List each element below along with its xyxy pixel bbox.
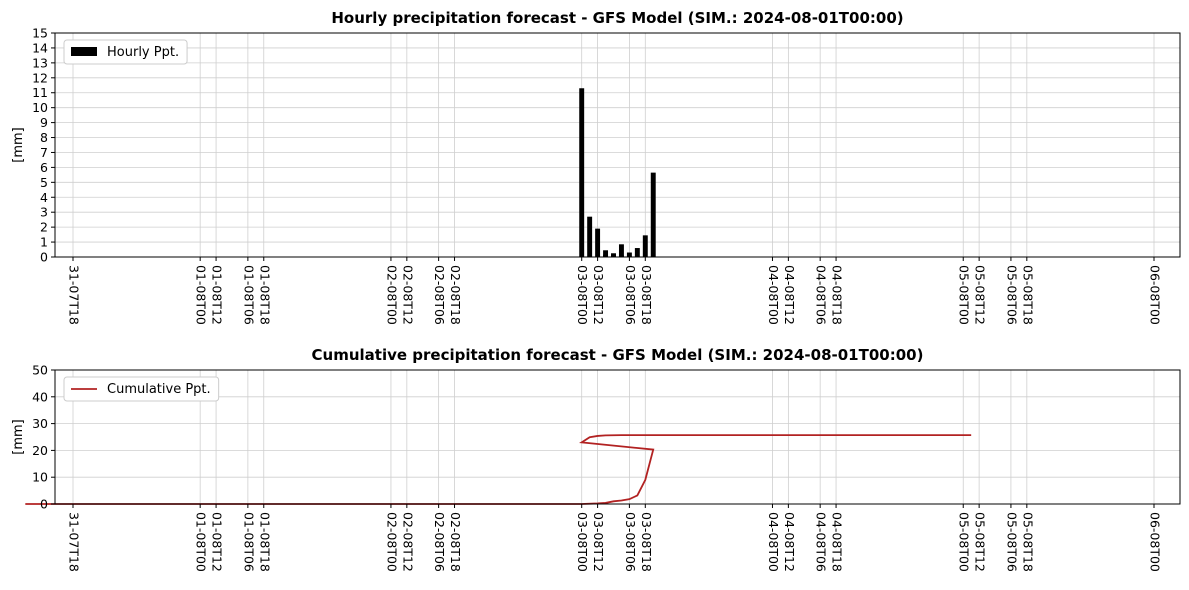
y-tick-label: 50 <box>32 363 48 378</box>
legend-swatch <box>71 47 97 56</box>
chart-title: Cumulative precipitation forecast - GFS … <box>312 346 924 364</box>
x-tick-label: 02-08T18 <box>448 265 463 325</box>
x-tick-label: 04-08T00 <box>766 512 781 572</box>
legend-label: Cumulative Ppt. <box>107 382 211 397</box>
x-tick-label: 03-08T12 <box>591 512 606 572</box>
x-tick-label: 05-08T12 <box>973 512 988 572</box>
x-tick-label: 05-08T00 <box>957 512 972 572</box>
precip-bar <box>579 88 585 258</box>
x-tick-label: 03-08T06 <box>623 512 638 572</box>
precip-bar <box>595 228 601 257</box>
precip-bar <box>618 244 624 257</box>
x-tick-label: 02-08T00 <box>384 512 399 572</box>
x-tick-label: 05-08T18 <box>1020 512 1035 572</box>
x-tick-label: 04-08T06 <box>814 265 829 325</box>
y-tick-label: 15 <box>32 26 48 41</box>
legend-box <box>63 39 188 65</box>
x-tick-label: 01-08T12 <box>210 512 225 572</box>
x-tick-label: 02-08T06 <box>432 512 447 572</box>
x-tick-label: 05-08T06 <box>1004 512 1019 572</box>
cumulative-line <box>25 434 972 505</box>
x-tick-label: 06-08T00 <box>1148 512 1163 572</box>
x-tick-label: 04-08T00 <box>766 265 781 325</box>
y-tick-label: 2 <box>40 220 48 235</box>
y-tick-label: 6 <box>40 160 48 175</box>
precip-bar <box>626 252 632 257</box>
x-tick-label: 03-08T18 <box>639 265 654 325</box>
x-tick-label: 02-08T18 <box>448 512 463 572</box>
precip-bar <box>634 248 640 257</box>
y-tick-label: 5 <box>40 175 48 190</box>
y-tick-label: 10 <box>32 470 48 485</box>
y-tick-label: 0 <box>40 497 48 512</box>
x-tick-label: 01-08T12 <box>210 265 225 325</box>
x-tick-label: 06-08T00 <box>1148 265 1163 325</box>
x-tick-label: 31-07T18 <box>67 512 82 572</box>
x-tick-label: 01-08T00 <box>194 265 209 325</box>
x-tick-label: 04-08T06 <box>814 512 829 572</box>
x-tick-label: 04-08T12 <box>782 512 797 572</box>
legend: Cumulative Ppt. <box>63 376 220 402</box>
y-tick-label: 7 <box>40 145 48 160</box>
hourly-precipitation-chart: Hourly precipitation forecast - GFS Mode… <box>11 9 1181 325</box>
y-tick-label: 11 <box>32 85 48 100</box>
precip-bar <box>587 216 593 257</box>
legend-label: Hourly Ppt. <box>107 45 179 60</box>
x-tick-label: 03-08T12 <box>591 265 606 325</box>
legend-box <box>63 376 220 402</box>
x-tick-label: 05-08T12 <box>973 265 988 325</box>
x-tick-label: 02-08T12 <box>400 265 415 325</box>
x-tick-label: 04-08T12 <box>782 265 797 325</box>
y-tick-label: 9 <box>40 115 48 130</box>
y-tick-label: 8 <box>40 130 48 145</box>
precip-bar <box>650 172 656 257</box>
x-tick-label: 04-08T18 <box>830 265 845 325</box>
x-tick-label: 04-08T18 <box>830 512 845 572</box>
x-tick-label: 05-08T18 <box>1020 265 1035 325</box>
legend: Hourly Ppt. <box>63 39 188 65</box>
x-tick-label: 05-08T06 <box>1004 265 1019 325</box>
precip-bar <box>618 255 624 257</box>
x-tick-label: 01-08T06 <box>241 265 256 325</box>
y-tick-label: 12 <box>32 70 48 85</box>
precip-bar <box>611 253 616 257</box>
x-tick-label: 31-07T18 <box>67 265 82 325</box>
y-tick-label: 30 <box>32 416 48 431</box>
x-tick-label: 02-08T06 <box>432 265 447 325</box>
y-tick-label: 40 <box>32 389 48 404</box>
y-tick-label: 1 <box>40 235 48 250</box>
x-tick-label: 02-08T00 <box>384 265 399 325</box>
x-tick-label: 02-08T12 <box>400 512 415 572</box>
x-tick-label: 01-08T00 <box>194 512 209 572</box>
y-tick-label: 14 <box>32 40 48 55</box>
cumulative-precipitation-chart: Cumulative precipitation forecast - GFS … <box>11 346 1181 572</box>
x-tick-label: 01-08T18 <box>257 265 272 325</box>
y-tick-label: 3 <box>40 205 48 220</box>
x-tick-label: 03-08T00 <box>575 265 590 325</box>
y-tick-label: 10 <box>32 100 48 115</box>
x-tick-label: 01-08T18 <box>257 512 272 572</box>
x-tick-label: 03-08T18 <box>639 512 654 572</box>
y-axis-label: [mm] <box>11 127 26 162</box>
precip-bar <box>603 250 609 257</box>
x-tick-label: 05-08T00 <box>957 265 972 325</box>
y-tick-label: 0 <box>40 250 48 265</box>
y-tick-label: 4 <box>40 190 48 205</box>
y-tick-label: 20 <box>32 443 48 458</box>
x-tick-label: 03-08T06 <box>623 265 638 325</box>
x-tick-label: 01-08T06 <box>241 512 256 572</box>
y-axis-label: [mm] <box>11 419 26 454</box>
axes-frame <box>54 32 1181 258</box>
x-tick-label: 03-08T00 <box>575 512 590 572</box>
precip-bar <box>642 235 648 257</box>
y-tick-label: 13 <box>32 55 48 70</box>
chart-title: Hourly precipitation forecast - GFS Mode… <box>331 9 903 27</box>
axes-frame <box>54 369 1181 505</box>
